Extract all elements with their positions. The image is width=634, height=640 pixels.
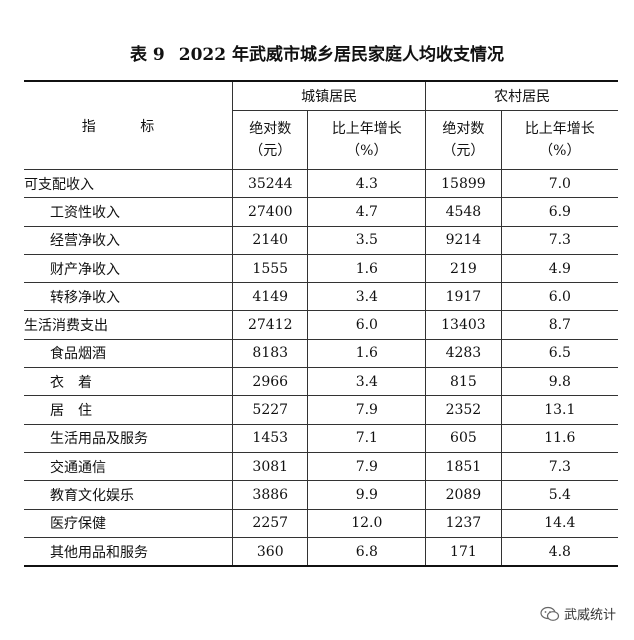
rural-growth-cell: 9.8 bbox=[500, 367, 618, 397]
table-row: 经营净收入 2140 3.5 9214 7.3 bbox=[24, 225, 618, 255]
rural-abs-cell: 1237 bbox=[425, 508, 502, 538]
rural-abs-cell: 4548 bbox=[425, 197, 502, 227]
table-row: 转移净收入 4149 3.4 1917 6.0 bbox=[24, 282, 618, 312]
urban-abs-cell: 27412 bbox=[231, 310, 309, 340]
rural-abs-cell: 815 bbox=[425, 367, 502, 397]
table-row: 交通通信 3081 7.9 1851 7.3 bbox=[24, 451, 618, 482]
watermark-text: 武威统计 bbox=[563, 608, 616, 623]
table-row: 医疗保健 2257 12.0 1237 14.4 bbox=[24, 508, 618, 538]
urban-growth-cell: 4.3 bbox=[307, 168, 427, 199]
urban-growth-cell: 6.8 bbox=[307, 536, 427, 567]
table-row: 工资性收入 27400 4.7 4548 6.9 bbox=[24, 197, 618, 227]
rural-growth-cell: 11.6 bbox=[500, 423, 618, 453]
rural-growth-cell: 4.8 bbox=[500, 536, 618, 567]
table-title-text: 2022 年武威市城乡居民家庭人均收支情况 bbox=[178, 45, 504, 65]
row-label: 交通通信 bbox=[24, 451, 233, 482]
urban-growth-cell: 4.7 bbox=[307, 197, 427, 227]
header-urban: 城镇居民 bbox=[231, 80, 427, 111]
rural-abs-cell: 605 bbox=[425, 423, 502, 453]
header-urban-abs: 绝对数 （元） bbox=[232, 110, 309, 170]
rural-growth-cell: 14.4 bbox=[500, 508, 618, 538]
row-label: 生活用品及服务 bbox=[24, 423, 233, 453]
table-row: 生活用品及服务 1453 7.1 605 11.6 bbox=[24, 423, 618, 453]
watermark: 武威统计 bbox=[540, 604, 616, 623]
urban-abs-cell: 3081 bbox=[231, 451, 309, 482]
rural-abs-cell: 9214 bbox=[425, 225, 502, 255]
table-row: 财产净收入 1555 1.6 219 4.9 bbox=[24, 253, 618, 284]
row-label: 居 住 bbox=[24, 395, 233, 425]
urban-abs-cell: 1555 bbox=[231, 253, 309, 284]
income-expenditure-table: 指 标 城镇居民 农村居民 绝对数 （元） 比上年增长 （%） 绝对数 （元） 比上年… bbox=[24, 80, 618, 568]
urban-growth-cell: 3.4 bbox=[307, 282, 427, 312]
urban-growth-cell: 3.4 bbox=[307, 367, 427, 397]
row-label: 财产净收入 bbox=[24, 253, 233, 284]
table-row: 食品烟酒 8183 1.6 4283 6.5 bbox=[24, 338, 618, 369]
row-label: 食品烟酒 bbox=[24, 338, 233, 369]
row-label: 工资性收入 bbox=[24, 197, 233, 227]
urban-abs-cell: 360 bbox=[231, 536, 309, 567]
urban-abs-cell: 2966 bbox=[231, 367, 309, 397]
table-row: 生活消费支出 27412 6.0 13403 8.7 bbox=[24, 310, 618, 340]
urban-growth-cell: 7.9 bbox=[307, 395, 427, 425]
urban-growth-cell: 12.0 bbox=[307, 508, 427, 538]
rural-growth-cell: 7.0 bbox=[500, 168, 618, 199]
header-indicator: 指 标 bbox=[24, 80, 233, 170]
row-label: 医疗保健 bbox=[24, 508, 233, 538]
header-rural-abs: 绝对数 （元） bbox=[425, 110, 502, 170]
row-label: 教育文化娱乐 bbox=[24, 480, 233, 510]
rural-abs-cell: 1917 bbox=[425, 282, 502, 312]
urban-growth-cell: 7.1 bbox=[307, 423, 427, 453]
table-body: 可支配收入 35244 4.3 15899 7.0 工资性收入 27400 4.7 4548 6.… bbox=[24, 168, 618, 567]
rural-growth-cell: 6.0 bbox=[500, 282, 618, 312]
header-urban-growth: 比上年增长 （%） bbox=[307, 110, 427, 170]
urban-abs-cell: 4149 bbox=[231, 282, 309, 312]
rural-abs-cell: 219 bbox=[425, 253, 502, 284]
urban-abs-cell: 35244 bbox=[231, 168, 309, 199]
row-label: 经营净收入 bbox=[24, 225, 233, 255]
rural-growth-cell: 13.1 bbox=[500, 395, 618, 425]
urban-growth-cell: 1.6 bbox=[307, 338, 427, 369]
table-number: 表 9 bbox=[130, 45, 165, 65]
urban-growth-cell: 9.9 bbox=[307, 480, 427, 510]
urban-abs-cell: 2257 bbox=[231, 508, 309, 538]
rural-growth-cell: 7.3 bbox=[500, 451, 618, 482]
rural-abs-cell: 171 bbox=[425, 536, 502, 567]
rural-growth-cell: 4.9 bbox=[500, 253, 618, 284]
rural-growth-cell: 6.9 bbox=[500, 197, 618, 227]
row-label: 可支配收入 bbox=[24, 168, 233, 199]
urban-abs-cell: 1453 bbox=[231, 423, 309, 453]
urban-abs-cell: 8183 bbox=[231, 338, 309, 369]
table-row: 其他用品和服务 360 6.8 171 4.8 bbox=[24, 536, 618, 567]
rural-abs-cell: 15899 bbox=[425, 168, 502, 199]
rural-abs-cell: 13403 bbox=[425, 310, 502, 340]
row-label: 其他用品和服务 bbox=[24, 536, 233, 567]
urban-growth-cell: 3.5 bbox=[307, 225, 427, 255]
table-row: 居 住 5227 7.9 2352 13.1 bbox=[24, 395, 618, 425]
header-rural: 农村居民 bbox=[425, 80, 618, 111]
urban-abs-cell: 27400 bbox=[231, 197, 309, 227]
table-row: 衣 着 2966 3.4 815 9.8 bbox=[24, 367, 618, 397]
rural-growth-cell: 5.4 bbox=[500, 480, 618, 510]
table-row: 可支配收入 35244 4.3 15899 7.0 bbox=[24, 168, 618, 199]
rural-abs-cell: 2089 bbox=[425, 480, 502, 510]
urban-abs-cell: 2140 bbox=[231, 225, 309, 255]
row-label: 衣 着 bbox=[24, 367, 233, 397]
rural-growth-cell: 7.3 bbox=[500, 225, 618, 255]
row-label: 转移净收入 bbox=[24, 282, 233, 312]
header-rural-growth: 比上年增长 （%） bbox=[500, 110, 618, 170]
row-label: 生活消费支出 bbox=[24, 310, 233, 340]
urban-growth-cell: 7.9 bbox=[307, 451, 427, 482]
table-title: 表 9 2022 年武威市城乡居民家庭人均收支情况 bbox=[0, 40, 634, 65]
urban-growth-cell: 1.6 bbox=[307, 253, 427, 284]
urban-abs-cell: 5227 bbox=[231, 395, 309, 425]
wechat-icon bbox=[540, 606, 560, 621]
urban-abs-cell: 3886 bbox=[231, 480, 309, 510]
rural-abs-cell: 2352 bbox=[425, 395, 502, 425]
table-row: 教育文化娱乐 3886 9.9 2089 5.4 bbox=[24, 480, 618, 510]
urban-growth-cell: 6.0 bbox=[307, 310, 427, 340]
rural-growth-cell: 6.5 bbox=[500, 338, 618, 369]
rural-abs-cell: 1851 bbox=[425, 451, 502, 482]
rural-abs-cell: 4283 bbox=[425, 338, 502, 369]
rural-growth-cell: 8.7 bbox=[500, 310, 618, 340]
